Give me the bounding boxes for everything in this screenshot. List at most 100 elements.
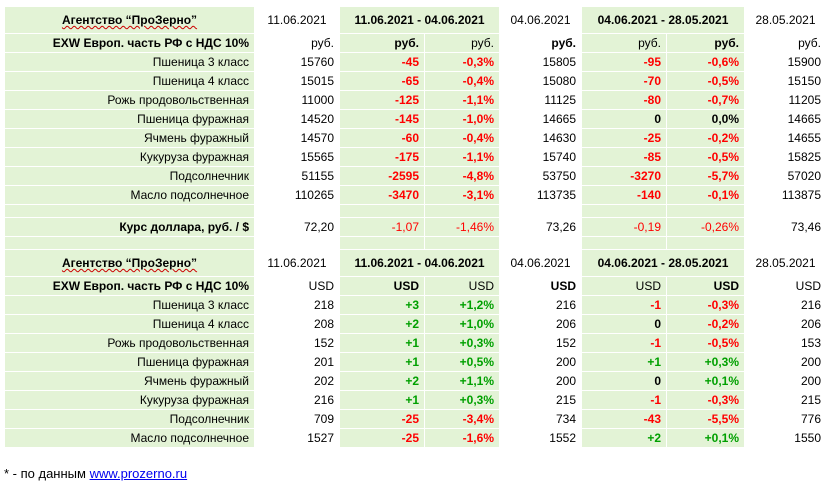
agency-title-text: Агентство “ПроЗерно” [61,13,198,27]
change-pct-2: +0,1% [666,428,745,448]
change-abs-1: -25 [339,428,425,448]
price-prev-2: 206 [744,314,827,334]
commodity-name: Пшеница 4 класс [4,71,255,91]
commodity-name: Масло подсолнечное [4,428,255,448]
price-current: 15015 [254,71,340,91]
change-pct-1: -0,4% [424,128,500,148]
change-abs-1: -60 [339,128,425,148]
price-current: 51155 [254,166,340,186]
change-abs-1: -25 [339,409,425,429]
unit-col-4: USD [499,276,582,296]
price-prev: 15740 [499,147,582,167]
change-abs-2: -70 [581,71,667,91]
usd-change-pct-2: -0,26% [666,217,745,237]
spacer-cell [744,236,827,250]
table-row: Подсолнечник 51155 -2595 -4,8% 53750 -3270 -5,… [4,166,827,186]
price-prev: 14630 [499,128,582,148]
unit-col-1: руб. [254,33,340,53]
unit-col-3: USD [424,276,500,296]
change-abs-1: -145 [339,109,425,129]
change-pct-1: -1,6% [424,428,500,448]
change-abs-2: -43 [581,409,667,429]
basis-label: EXW Европ. часть РФ с НДС 10% [4,33,255,53]
unit-col-6: USD [666,276,745,296]
change-pct-2: -0,5% [666,333,745,353]
agency-title: Агентство “ПроЗерно” [4,6,255,34]
price-current: 15565 [254,147,340,167]
usd-rate-2: 73,26 [499,217,582,237]
unit-row: EXW Европ. часть РФ с НДС 10% USD USD USD US… [4,276,827,296]
table-row: Пшеница 3 класс 15760 -45 -0,3% 15805 -95 -0,6… [4,52,827,72]
usd-rate-label: Курс доллара, руб. / $ [4,217,255,237]
price-prev-2: 200 [744,371,827,391]
unit-col-7: руб. [744,33,827,53]
price-prev: 152 [499,333,582,353]
change-abs-1: -2595 [339,166,425,186]
spacer-cell [499,204,582,218]
change-pct-1: +0,5% [424,352,500,372]
table-row: Кукуруза фуражная 216 +1 +0,3% 215 -1 -0,3% 215 [4,390,827,410]
spacer-cell [581,204,667,218]
spacer-row [4,236,827,250]
price-prev-2: 15900 [744,52,827,72]
prozerno-link[interactable]: www.prozerno.ru [89,466,188,481]
table-row: Рожь продовольственная 152 +1 +0,3% 152 -1 -0,… [4,333,827,353]
change-abs-1: +1 [339,390,425,410]
price-prev-2: 15825 [744,147,827,167]
agency-title: Агентство “ПроЗерно” [4,249,255,277]
price-current: 201 [254,352,340,372]
price-prev: 53750 [499,166,582,186]
change-abs-1: -175 [339,147,425,167]
change-abs-2: -85 [581,147,667,167]
price-prev-2: 57020 [744,166,827,186]
price-prev-2: 14665 [744,109,827,129]
price-prev: 215 [499,390,582,410]
usd-change-pct-1: -1,46% [424,217,500,237]
commodity-name: Ячмень фуражный [4,371,255,391]
change-pct-1: -3,1% [424,185,500,205]
change-abs-2: -1 [581,333,667,353]
unit-col-2: USD [339,276,425,296]
change-pct-1: -0,3% [424,52,500,72]
usd-rate-1: 72,20 [254,217,340,237]
price-current: 152 [254,333,340,353]
table-row: Рожь продовольственная 11000 -125 -1,1% 1112… [4,90,827,110]
range-1: 11.06.2021 - 04.06.2021 [339,249,500,277]
price-current: 202 [254,371,340,391]
price-table: Агентство “ПроЗерно” 11.06.2021 11.06.2021… [4,6,827,448]
price-prev-2: 1550 [744,428,827,448]
table-row: Масло подсолнечное 110265 -3470 -3,1% 113735… [4,185,827,205]
price-current: 110265 [254,185,340,205]
spacer-row [4,204,827,218]
change-abs-1: +2 [339,314,425,334]
change-pct-2: -5,5% [666,409,745,429]
change-pct-2: -0,3% [666,295,745,315]
table-row: Пшеница 4 класс 15015 -65 -0,4% 15080 -70 -0,5… [4,71,827,91]
spacer-cell [424,236,500,250]
date-1: 11.06.2021 [254,6,340,34]
table-row: Масло подсолнечное 1527 -25 -1,6% 1552 +2 +0,1… [4,428,827,448]
unit-col-5: руб. [581,33,667,53]
change-abs-1: +1 [339,333,425,353]
usd-change-abs-1: -1,07 [339,217,425,237]
price-prev: 14665 [499,109,582,129]
change-pct-1: +1,2% [424,295,500,315]
table-row: Подсолнечник 709 -25 -3,4% 734 -43 -5,5% 776 [4,409,827,429]
commodity-name: Пшеница 4 класс [4,314,255,334]
change-abs-2: -1 [581,295,667,315]
spacer-cell [499,236,582,250]
price-current: 14520 [254,109,340,129]
change-pct-2: +0,1% [666,371,745,391]
price-current: 11000 [254,90,340,110]
footnote-text: * - по данным [4,466,90,481]
change-abs-2: 0 [581,314,667,334]
range-2: 04.06.2021 - 28.05.2021 [581,249,745,277]
change-pct-1: -1,1% [424,90,500,110]
price-prev-2: 776 [744,409,827,429]
spacer-cell [424,204,500,218]
spacer-cell [666,204,745,218]
change-abs-1: -65 [339,71,425,91]
unit-col-6: руб. [666,33,745,53]
change-pct-1: -3,4% [424,409,500,429]
change-pct-1: -1,0% [424,109,500,129]
